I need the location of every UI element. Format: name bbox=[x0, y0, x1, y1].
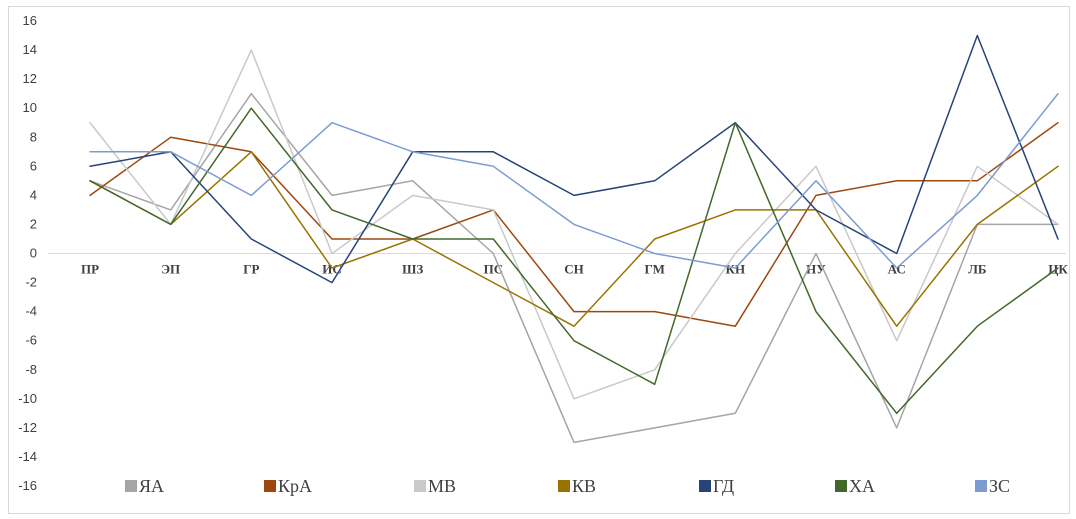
legend-item: КВ bbox=[558, 476, 596, 496]
y-tick-label: -16 bbox=[18, 478, 37, 493]
legend-item: ЗС bbox=[975, 476, 1010, 496]
y-tick-label: 14 bbox=[23, 42, 37, 57]
series-line-1 bbox=[89, 92, 1059, 444]
legend-label: КВ bbox=[572, 476, 596, 496]
x-tick-label: СН bbox=[564, 262, 584, 277]
y-tick-label: -2 bbox=[25, 275, 37, 290]
y-tick-label: 12 bbox=[23, 71, 37, 86]
y-tick-label: -12 bbox=[18, 420, 37, 435]
series-line-3 bbox=[89, 49, 1059, 400]
legend: ЯА КрА МВ КВ ГД ХА ЗС bbox=[125, 476, 1010, 496]
y-tick-label: -6 bbox=[25, 333, 37, 348]
legend-item: КрА bbox=[264, 476, 312, 496]
x-tick-label: ЭП bbox=[161, 262, 180, 277]
y-tick-label: -10 bbox=[18, 391, 37, 406]
legend-swatch bbox=[264, 480, 276, 492]
y-tick-label: -14 bbox=[18, 449, 37, 464]
legend-item: ЯА bbox=[125, 476, 164, 496]
legend-item: ХА bbox=[835, 476, 875, 496]
series-line-4 bbox=[89, 151, 1059, 327]
x-tick-label: ГР bbox=[243, 262, 259, 277]
series-line-5 bbox=[89, 34, 1059, 284]
x-tick-label: АС bbox=[888, 262, 906, 277]
legend-label: ГД bbox=[713, 476, 734, 496]
legend-swatch bbox=[558, 480, 570, 492]
x-axis-tick-labels: ПР ЭП ГР ИС ШЗ ПС СН ГМ КН НУ АС ЛБ ЦК bbox=[81, 262, 1068, 277]
y-tick-label: 4 bbox=[30, 187, 37, 202]
legend-swatch bbox=[975, 480, 987, 492]
series-lines bbox=[89, 34, 1059, 444]
x-tick-label: ГМ bbox=[644, 262, 664, 277]
legend-label: ХА bbox=[849, 476, 875, 496]
legend-item: МВ bbox=[414, 476, 456, 496]
y-tick-label: 16 bbox=[23, 13, 37, 28]
legend-item: ГД bbox=[699, 476, 734, 496]
x-tick-label: ШЗ bbox=[402, 262, 423, 277]
y-tick-label: 2 bbox=[30, 216, 37, 231]
y-tick-label: 8 bbox=[30, 129, 37, 144]
x-tick-label: ПР bbox=[81, 262, 99, 277]
x-tick-label: ЛБ bbox=[968, 262, 986, 277]
legend-label: МВ bbox=[428, 476, 456, 496]
legend-swatch bbox=[835, 480, 847, 492]
y-tick-label: -4 bbox=[25, 304, 37, 319]
chart-frame bbox=[8, 6, 1070, 514]
legend-label: ЗС bbox=[989, 476, 1010, 496]
series-line-6 bbox=[89, 107, 1059, 415]
x-tick-label: ЦК bbox=[1048, 262, 1068, 277]
legend-label: КрА bbox=[278, 476, 312, 496]
y-tick-label: 0 bbox=[30, 246, 37, 261]
legend-swatch bbox=[125, 480, 137, 492]
y-tick-label: 10 bbox=[23, 100, 37, 115]
legend-swatch bbox=[414, 480, 426, 492]
y-tick-label: 6 bbox=[30, 158, 37, 173]
y-tick-label: -8 bbox=[25, 362, 37, 377]
y-axis-tick-labels: 16 14 12 10 8 6 4 2 0 -2 -4 -6 -8 -10 -12 -14 -16 bbox=[18, 13, 37, 493]
x-tick-label: ИС bbox=[322, 262, 342, 277]
series-line-7 bbox=[89, 92, 1059, 269]
x-tick-label: КН bbox=[726, 262, 746, 277]
legend-swatch bbox=[699, 480, 711, 492]
legend-label: ЯА bbox=[139, 476, 164, 496]
